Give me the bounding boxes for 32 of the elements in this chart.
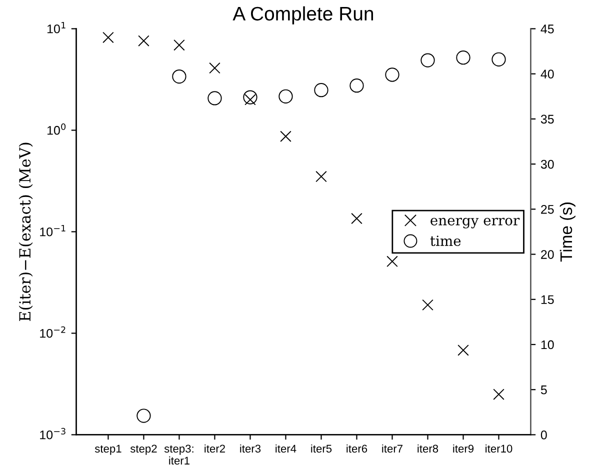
- y2-tick-label: 30: [540, 160, 554, 169]
- x-tick-label: iter8: [418, 444, 438, 453]
- x-tick-label: iter5: [311, 444, 332, 453]
- x-tick-label: step2: [130, 444, 157, 455]
- y-axis-title: E(iter)−E(exact) (MeV): [18, 142, 33, 322]
- x-tick-label: iter9: [453, 444, 474, 453]
- y-tick-label: 10$^{−1}$: [40, 225, 66, 236]
- y2-tick-label: 20: [541, 250, 554, 259]
- legend-label: time: [430, 236, 461, 246]
- y2-tick-label: 10: [541, 340, 554, 350]
- y-tick-label: 10$^{0}$: [47, 123, 66, 135]
- y2-tick-label: 35: [540, 114, 554, 124]
- y2-tick-label: 40: [540, 70, 554, 78]
- x-tick-label: step3: iter1: [164, 444, 194, 465]
- chart-title: A Complete Run: [232, 6, 374, 24]
- y2-tick-label: 25: [541, 204, 554, 214]
- x-tick-label: iter4: [276, 444, 296, 453]
- y2-tick-label: 5: [540, 386, 547, 394]
- y2-tick-label: 45: [540, 24, 554, 34]
- x-tick-label: step1: [94, 444, 122, 455]
- x-tick-label: iter6: [346, 444, 368, 453]
- x-tick-label: iter7: [382, 444, 402, 453]
- legend-label: energy error: [430, 218, 520, 228]
- x-tick-label: iter10: [486, 444, 512, 453]
- y2-axis-title: Time (s): [560, 202, 576, 262]
- y2-tick-label: 0: [540, 430, 547, 440]
- y-tick-label: 10$^{−2}$: [40, 326, 66, 338]
- y-tick-label: 10$^{−3}$: [40, 428, 66, 440]
- y2-tick-label: 15: [541, 295, 554, 304]
- y-tick-label: 10$^{1}$: [47, 22, 66, 34]
- x-tick-label: iter2: [204, 444, 225, 453]
- x-tick-label: iter3: [240, 444, 261, 453]
